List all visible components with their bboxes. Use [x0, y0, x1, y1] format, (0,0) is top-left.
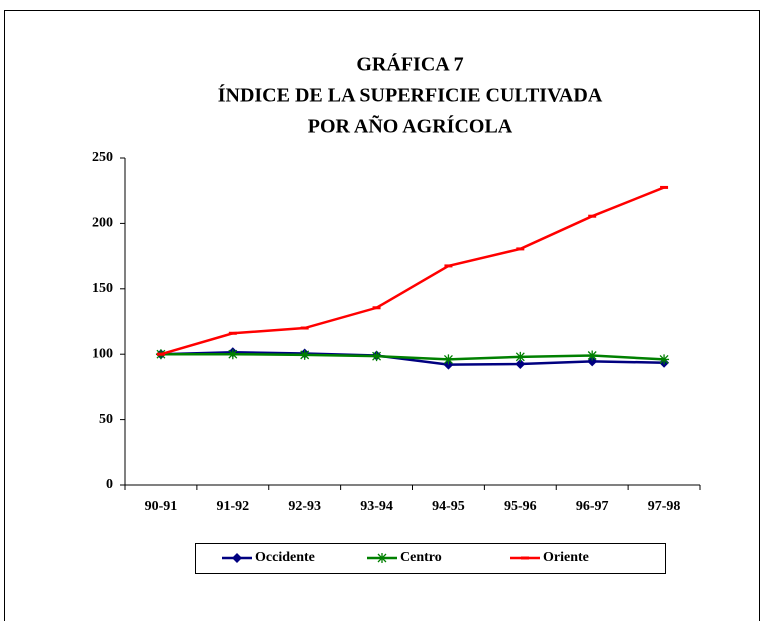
series-line — [160, 186, 665, 356]
legend — [195, 543, 666, 574]
x-tick-label: 97-98 — [648, 499, 681, 514]
marker — [371, 351, 382, 362]
y-tick-label: 200 — [92, 216, 113, 231]
x-tick-label: 96-97 — [576, 499, 609, 514]
marker — [377, 553, 387, 563]
x-tick-label: 91-92 — [216, 499, 249, 514]
x-tick-label: 93-94 — [360, 499, 393, 514]
x-tick-label: 95-96 — [504, 499, 537, 514]
chart-title: POR AÑO AGRÍCOLA — [308, 115, 513, 138]
legend-label: Oriente — [543, 550, 589, 565]
y-tick-label: 150 — [92, 281, 113, 296]
legend-label: Centro — [400, 550, 442, 565]
y-tick-label: 250 — [92, 150, 113, 165]
marker — [515, 351, 526, 362]
legend-label: Occidente — [255, 550, 315, 565]
marker — [227, 349, 238, 360]
y-tick-label: 0 — [106, 477, 113, 492]
y-tick-label: 50 — [99, 412, 113, 427]
y-tick-label: 100 — [92, 346, 113, 361]
marker — [659, 354, 670, 365]
marker — [232, 553, 242, 563]
marker — [587, 350, 598, 361]
series-line — [160, 350, 665, 366]
marker — [299, 349, 310, 360]
marker — [515, 359, 526, 370]
chart-frame — [4, 10, 760, 621]
x-tick-label: 94-95 — [432, 499, 465, 514]
x-tick-label: 90-91 — [145, 499, 178, 514]
chart-title: GRÁFICA 7 — [356, 53, 463, 76]
chart-title: ÍNDICE DE LA SUPERFICIE CULTIVADA — [218, 84, 603, 107]
series-line — [160, 352, 665, 361]
x-tick-label: 92-93 — [288, 499, 321, 514]
marker — [443, 354, 454, 365]
